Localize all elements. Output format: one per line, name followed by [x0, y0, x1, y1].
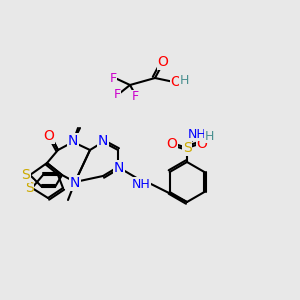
Text: O: O	[171, 75, 182, 89]
Text: F: F	[131, 91, 139, 103]
Text: H: H	[179, 74, 189, 86]
Text: N: N	[68, 134, 78, 148]
Text: N: N	[70, 176, 80, 190]
Text: O: O	[167, 137, 177, 151]
Text: N: N	[114, 161, 124, 175]
Text: S: S	[22, 168, 30, 182]
Text: NH: NH	[132, 178, 150, 190]
Text: O: O	[196, 137, 207, 151]
Text: F: F	[110, 71, 117, 85]
Text: S: S	[25, 181, 33, 195]
Text: N: N	[98, 134, 108, 148]
Text: O: O	[158, 55, 168, 69]
Text: H: H	[204, 130, 214, 142]
Text: O: O	[44, 129, 54, 143]
Text: F: F	[113, 88, 121, 101]
Text: S: S	[183, 141, 191, 155]
Text: NH: NH	[188, 128, 206, 140]
